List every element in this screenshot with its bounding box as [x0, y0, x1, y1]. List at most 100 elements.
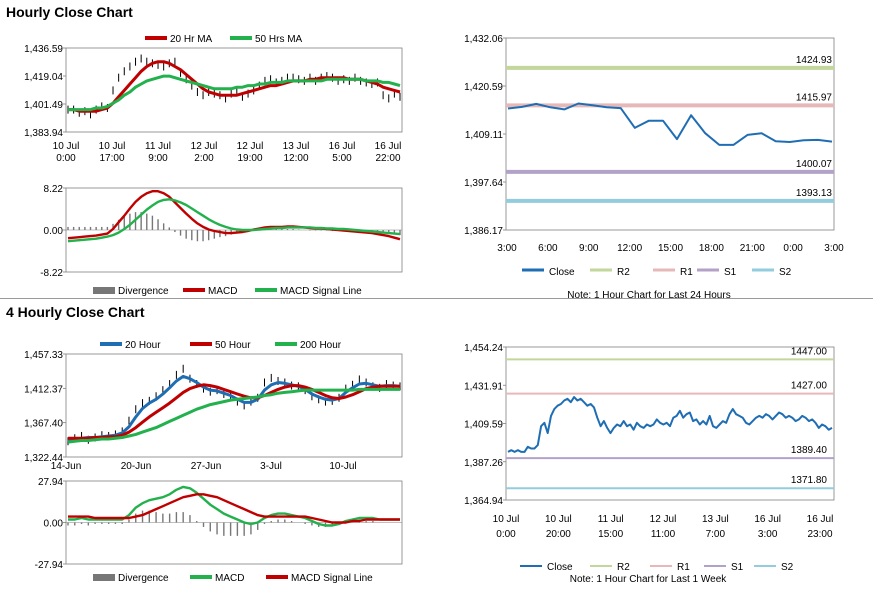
four-close-legend-s1-label: S1	[731, 562, 744, 573]
hourly-close-close-line	[507, 102, 833, 146]
hourly-price-ytick: 1,419.04	[24, 72, 63, 83]
four-close-r1-value: 1427.00	[791, 381, 828, 392]
four-close-xtick-date: 16 Jul	[807, 514, 834, 525]
hourly-close-s1-value: 1400.07	[796, 159, 833, 170]
four-close-legend-r2-label: R2	[617, 562, 630, 573]
four-legend-50-hour-label: 50 Hour	[215, 340, 251, 351]
hourly-price-50-hrs-ma-line	[68, 74, 401, 112]
hourly-price-xtick-date: 12 Jul	[191, 141, 218, 152]
four-close-xtick-date: 16 Jul	[754, 514, 781, 525]
four-price-50-hour-line	[68, 383, 400, 440]
four-legend-divergence-label: Divergence	[118, 573, 169, 584]
hourly-macd-ytick: 8.22	[44, 184, 64, 195]
hourly-legend-divergence-swatch	[93, 287, 115, 294]
four-close-legend-s2-label: S2	[781, 562, 794, 573]
four-close-s1-value: 1389.40	[791, 445, 828, 456]
four-price-20-hour-line	[67, 374, 401, 443]
four-close-xtick-time: 0:00	[496, 529, 516, 540]
hourly-price-xtick-time: 2:00	[194, 153, 214, 164]
hourly-close-xtick: 9:00	[579, 243, 599, 254]
hourly-close-ytick: 1,397.64	[464, 178, 503, 189]
hourly-close-ytick: 1,420.59	[464, 82, 503, 93]
hourly-legend-signal-label: MACD Signal Line	[280, 286, 362, 297]
four-price-xtick: 27-Jun	[191, 461, 222, 472]
hourly-price-xtick-time: 0:00	[56, 153, 76, 164]
hourly-legend-macd-label: MACD	[208, 286, 237, 297]
hourly-price-xtick-date: 16 Jul	[375, 141, 402, 152]
four-close-xtick-time: 3:00	[758, 529, 778, 540]
hourly-price-xtick-date: 12 Jul	[237, 141, 264, 152]
four-hourly-section-title: 4 Hourly Close Chart	[6, 304, 145, 320]
four-close-xtick-time: 20:00	[546, 529, 571, 540]
four-macd-signal-line	[68, 493, 400, 524]
hourly-close-xtick: 0:00	[783, 243, 803, 254]
hourly-price-xtick-time: 5:00	[332, 153, 352, 164]
hourly-close-xtick: 6:00	[538, 243, 558, 254]
four-close-xtick-time: 11:00	[651, 529, 676, 540]
hourly-close-r1-value: 1415.97	[796, 92, 833, 103]
hourly-price-ytick: 1,436.59	[24, 44, 63, 55]
hourly-close-s2-value: 1393.13	[796, 188, 833, 199]
hourly-legend-divergence-label: Divergence	[118, 286, 169, 297]
hourly-macd-ytick: 0.00	[44, 226, 64, 237]
hourly-close-xtick: 21:00	[740, 243, 765, 254]
four-close-xtick-date: 10 Jul	[493, 514, 520, 525]
hourly-price-xtick-date: 11 Jul	[145, 141, 171, 152]
hourly-close-xtick: 15:00	[658, 243, 683, 254]
hourly-legend-50hrs-ma-label: 50 Hrs MA	[255, 34, 303, 45]
hourly-close-ytick: 1,386.17	[464, 226, 503, 237]
hourly-macd-macd-line	[67, 189, 401, 241]
hourly-price-xtick-time: 9:00	[148, 153, 168, 164]
hourly-close-xtick: 3:00	[824, 243, 844, 254]
four-close-xtick-time: 15:00	[598, 529, 623, 540]
four-close-xtick-date: 11 Jul	[598, 514, 624, 525]
four-legend-divergence-swatch	[93, 574, 115, 581]
hourly-price-ytick: 1,383.94	[24, 128, 63, 139]
four-legend-200-hour-label: 200 Hour	[300, 340, 342, 351]
four-macd-ytick: 0.00	[44, 519, 64, 530]
four-macd-macd-line	[68, 485, 400, 527]
four-close-close-line	[507, 396, 833, 453]
hourly-close-xtick: 3:00	[497, 243, 517, 254]
four-close-ytick: 1,409.59	[464, 420, 503, 431]
hourly-price-xtick-date: 10 Jul	[53, 141, 80, 152]
four-price-frame	[65, 353, 403, 458]
hourly-close-ytick: 1,409.11	[465, 130, 504, 141]
four-legend-signal-label: MACD Signal Line	[291, 573, 373, 584]
hourly-legend-20hr-ma-label: 20 Hr MA	[170, 34, 213, 45]
hourly-price-ytick: 1,401.49	[24, 100, 63, 111]
hourly-close-r2-value: 1424.93	[796, 55, 833, 66]
four-legend-macd-label: MACD	[215, 573, 244, 584]
four-macd-ytick: -27.94	[35, 560, 64, 571]
four-close-xtick-time: 7:00	[706, 529, 726, 540]
four-close-r2-value: 1447.00	[791, 346, 828, 357]
hourly-price-xtick-time: 12:00	[283, 153, 308, 164]
four-close-note: Note: 1 Hour Chart for Last 1 Week	[570, 574, 728, 585]
four-price-xtick: 20-Jun	[121, 461, 152, 472]
four-close-legend-close-label: Close	[547, 562, 573, 573]
hourly-section-title: Hourly Close Chart	[6, 4, 133, 20]
hourly-price-xtick-time: 19:00	[237, 153, 262, 164]
hourly-close-note: Note: 1 Hour Chart for Last 24 Hours	[567, 290, 730, 301]
hourly-close-legend-s1-label: S1	[724, 267, 737, 278]
section-divider	[0, 298, 873, 299]
hourly-macd-signal-line	[67, 198, 401, 243]
four-close-xtick-time: 23:00	[807, 529, 832, 540]
four-close-ytick: 1,387.26	[464, 458, 503, 469]
four-close-xtick-date: 10 Jul	[545, 514, 572, 525]
four-close-s2-value: 1371.80	[791, 475, 828, 486]
hourly-macd-ytick: -8.22	[40, 268, 63, 279]
four-close-xtick-date: 13 Jul	[702, 514, 729, 525]
four-price-xtick: 14-Jun	[51, 461, 82, 472]
hourly-close-ytick: 1,432.06	[464, 34, 503, 45]
four-price-ytick: 1,322.44	[24, 453, 63, 464]
hourly-price-xtick-date: 16 Jul	[329, 141, 356, 152]
hourly-price-xtick-time: 22:00	[375, 153, 400, 164]
four-close-ytick: 1,454.24	[464, 343, 503, 354]
four-price-ytick: 1,367.40	[24, 419, 63, 430]
four-close-xtick-date: 12 Jul	[650, 514, 677, 525]
four-price-200-hour-line	[67, 387, 400, 444]
hourly-close-xtick: 12:00	[617, 243, 642, 254]
four-close-legend-r1-label: R1	[677, 562, 690, 573]
